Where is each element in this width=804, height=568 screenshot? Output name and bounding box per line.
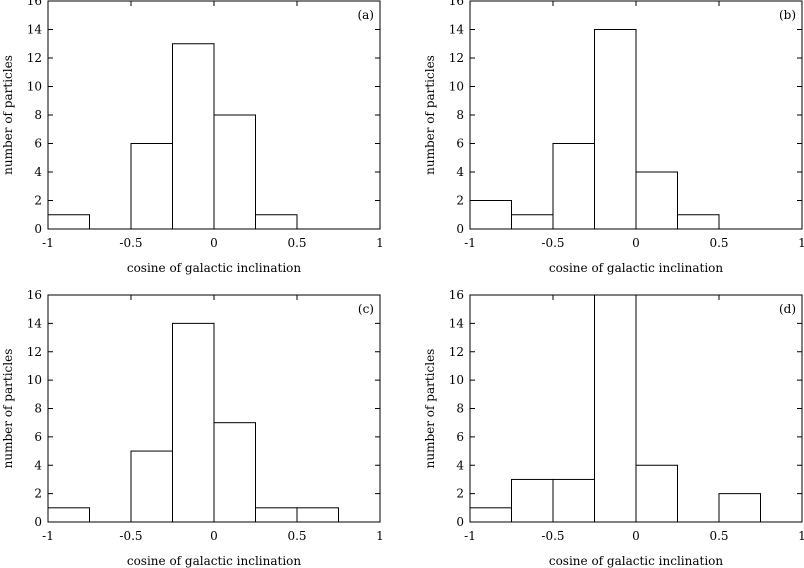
histogram-bar [511, 478, 554, 523]
y-tick-label: 2 [34, 194, 42, 208]
histogram-bar [172, 322, 215, 523]
x-tick-label: -0.5 [119, 529, 142, 543]
histogram-bar [469, 507, 512, 523]
y-tick-label: 0 [34, 515, 42, 529]
histogram-panel-1: 0 2 4 6 8 10 12 14 16 -1 -0.5 0 0.5 1 cosine of galact… [1, 0, 384, 275]
histogram-bar [296, 507, 339, 523]
y-axis-label: number of particles [423, 55, 437, 175]
y-axis-label: number of particles [423, 349, 437, 469]
y-tick-label: 14 [449, 316, 465, 330]
y-tick-label: 4 [456, 165, 464, 179]
x-tick-label: -1 [464, 529, 476, 543]
y-tick-label: 4 [34, 165, 42, 179]
x-tick-label: 1 [798, 236, 804, 250]
y-tick-label: 0 [456, 515, 464, 529]
y-tick-label: 8 [34, 108, 42, 122]
histogram-bar [47, 507, 90, 523]
x-tick-label: 1 [798, 529, 804, 543]
panel-label: (a) [357, 8, 374, 22]
x-tick-label: 0.5 [709, 529, 728, 543]
y-tick-label: 14 [449, 23, 465, 37]
y-tick-label: 8 [456, 402, 464, 416]
x-axis-label: cosine of galactic inclination [127, 554, 302, 568]
x-tick-label: -1 [42, 236, 54, 250]
histogram-bar [130, 450, 173, 523]
x-tick-label: 0 [210, 529, 218, 543]
histogram-bar [469, 200, 512, 230]
x-tick-label: 0 [632, 529, 640, 543]
histogram-bar [635, 171, 678, 230]
histogram-bar [552, 143, 595, 230]
y-tick-label: 10 [449, 373, 464, 387]
y-tick-label: 6 [456, 430, 464, 444]
x-axis-label: cosine of galactic inclination [127, 261, 302, 275]
panel-label: (b) [779, 8, 796, 22]
y-tick-label: 14 [27, 23, 43, 37]
panel-label: (c) [358, 302, 374, 316]
y-tick-label: 6 [34, 430, 42, 444]
y-tick-label: 16 [449, 0, 464, 8]
histogram-bar [677, 214, 720, 230]
y-tick-label: 4 [456, 458, 464, 472]
y-tick-label: 0 [456, 222, 464, 236]
histogram-bar [255, 214, 298, 230]
y-tick-label: 14 [27, 316, 43, 330]
histogram-bar [255, 507, 298, 523]
histogram-bar [213, 422, 256, 523]
y-axis-label: number of particles [1, 55, 15, 175]
y-tick-label: 6 [456, 137, 464, 151]
x-axis-label: cosine of galactic inclination [549, 261, 724, 275]
panel-label: (d) [779, 302, 796, 316]
histogram-panel-3: 0 2 4 6 8 10 12 14 16 -1 -0.5 0 0.5 1 cosine of galact… [1, 288, 384, 568]
x-tick-label: 1 [376, 236, 384, 250]
y-axis-label: number of particles [1, 349, 15, 469]
y-tick-label: 10 [27, 373, 42, 387]
x-tick-label: -1 [42, 529, 54, 543]
histogram-bar [47, 214, 90, 230]
y-tick-label: 6 [34, 137, 42, 151]
histogram-bar [130, 143, 173, 230]
x-tick-label: 0 [632, 236, 640, 250]
x-tick-label: -0.5 [541, 236, 564, 250]
y-tick-label: 16 [449, 288, 464, 302]
y-tick-label: 16 [27, 288, 42, 302]
y-tick-label: 12 [27, 51, 42, 65]
histogram-bar [718, 493, 761, 523]
x-tick-label: -0.5 [541, 529, 564, 543]
x-tick-label: 1 [376, 529, 384, 543]
y-tick-label: 12 [27, 345, 42, 359]
histogram-bar [552, 478, 595, 523]
y-tick-label: 8 [456, 108, 464, 122]
y-tick-label: 16 [27, 0, 42, 8]
y-tick-label: 12 [449, 345, 464, 359]
x-tick-label: -0.5 [119, 236, 142, 250]
y-tick-label: 8 [34, 402, 42, 416]
y-tick-label: 2 [34, 487, 42, 501]
histogram-bar [594, 294, 637, 523]
histogram-bar [511, 214, 554, 230]
x-tick-label: -1 [464, 236, 476, 250]
histogram-bar [213, 114, 256, 230]
y-tick-label: 10 [27, 80, 42, 94]
x-tick-label: 0.5 [287, 529, 306, 543]
histogram-panel-2: 0 2 4 6 8 10 12 14 16 -1 -0.5 0 0.5 1 cosine of galact… [423, 0, 804, 275]
x-tick-label: 0 [210, 236, 218, 250]
y-tick-label: 10 [449, 80, 464, 94]
histogram-bar [172, 43, 215, 230]
histogram-bar [635, 464, 678, 523]
y-tick-label: 12 [449, 51, 464, 65]
histogram-bar [594, 29, 637, 230]
y-tick-label: 2 [456, 194, 464, 208]
x-tick-label: 0.5 [709, 236, 728, 250]
y-tick-label: 2 [456, 487, 464, 501]
y-tick-label: 0 [34, 222, 42, 236]
x-axis-label: cosine of galactic inclination [549, 554, 724, 568]
x-tick-label: 0.5 [287, 236, 306, 250]
histogram-panel-4: 0 2 4 6 8 10 12 14 16 -1 -0.5 0 0.5 1 cosine of galact… [423, 288, 804, 568]
y-tick-label: 4 [34, 458, 42, 472]
